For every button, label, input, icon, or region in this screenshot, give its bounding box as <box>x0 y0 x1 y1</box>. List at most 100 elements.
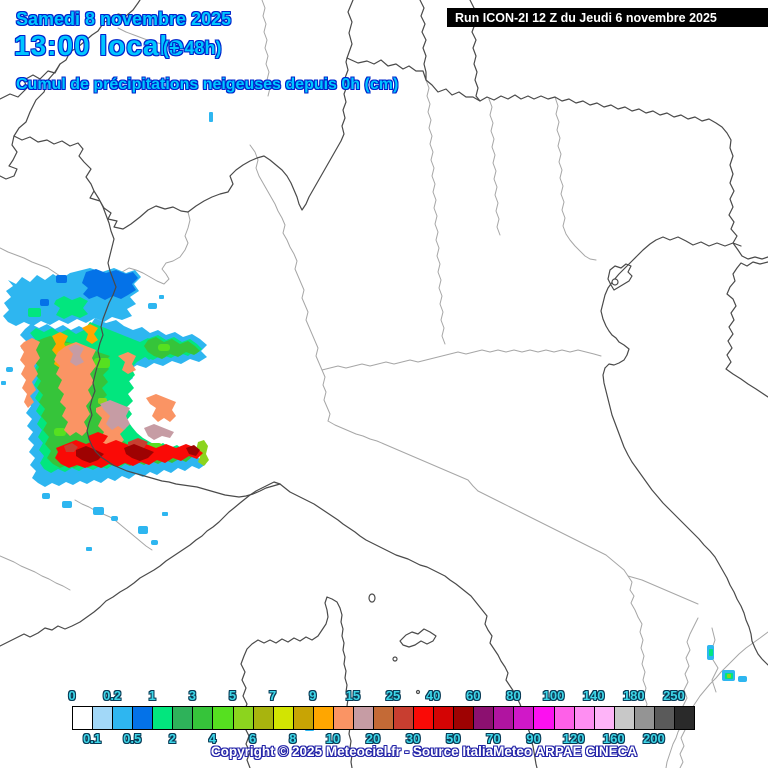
legend-label-bottom: 8 <box>289 731 297 746</box>
border-france-italy <box>86 190 281 498</box>
model-run-text: Run ICON-2I 12 Z du Jeudi 6 novembre 202… <box>455 10 717 25</box>
border-reschen <box>419 0 427 81</box>
region-border <box>665 631 768 768</box>
legend-cell <box>152 706 174 730</box>
legend-label-bottom: 120 <box>562 731 585 746</box>
region-border <box>109 211 191 291</box>
venice-lagoon-inner <box>607 263 633 291</box>
legend-label-top: 25 <box>385 688 401 703</box>
border-valais <box>13 135 189 230</box>
legend-cell <box>393 706 415 730</box>
legend-label-bottom: 6 <box>248 731 257 746</box>
legend-label-top: 0.2 <box>103 688 122 703</box>
region-border <box>477 490 639 618</box>
border-swiss-italy-east <box>187 57 349 213</box>
legend-cell <box>413 706 435 730</box>
legend-cell <box>352 706 374 730</box>
legend-label-bottom: 50 <box>445 731 461 746</box>
legend-label-bottom: 2 <box>168 731 176 746</box>
region-border <box>261 0 271 97</box>
legend-label-top: 80 <box>506 688 521 703</box>
islet-giglio <box>415 689 421 695</box>
parameter-title: Cumul de précipitations neigeuses depuis… <box>16 76 399 93</box>
region-border <box>554 96 597 261</box>
region-border <box>321 349 602 371</box>
legend-label-bottom: 30 <box>405 731 421 746</box>
legend-cell <box>112 706 134 730</box>
region-border <box>74 499 153 551</box>
legend-label-top: 140 <box>582 688 605 703</box>
border-france-switzerland <box>0 0 141 100</box>
legend-cell <box>72 706 94 730</box>
snow-layer-darkred <box>76 444 200 463</box>
legend-label-bottom: 160 <box>602 731 625 746</box>
legend-cell <box>252 706 274 730</box>
legend-cell <box>513 706 535 730</box>
coast-elba <box>399 628 437 648</box>
legend-cell <box>573 706 595 730</box>
coast-corsica <box>240 596 353 768</box>
legend-cell <box>372 706 394 730</box>
legend-label-top: 3 <box>188 688 196 703</box>
legend-label-top: 15 <box>345 688 361 703</box>
legend-label-bottom: 20 <box>365 731 381 746</box>
legend-cell <box>653 706 675 730</box>
legend-label-top: 40 <box>425 688 441 703</box>
region-border <box>0 555 71 591</box>
legend-cell <box>433 706 455 730</box>
legend-cell <box>92 706 114 730</box>
legend-label-top: 7 <box>269 688 277 703</box>
coast-istria <box>725 261 768 398</box>
snow-layer-rosy <box>68 344 174 440</box>
region-border <box>709 627 719 693</box>
snow-layer-blue <box>40 269 138 306</box>
border-austria-italy <box>346 57 768 260</box>
legend-label-bottom: 0.1 <box>83 731 102 746</box>
copyright-text: Copyright © 2025 Meteociel.fr - Source I… <box>210 744 638 759</box>
islet-pianosa <box>392 656 398 662</box>
legend-label-top: 5 <box>228 688 237 703</box>
legend-cell <box>533 706 555 730</box>
legend-label-bottom: 70 <box>486 731 501 746</box>
legend-cell <box>232 706 254 730</box>
legend-cell <box>493 706 515 730</box>
border-swiss-austria <box>346 0 354 59</box>
legend-cell <box>132 706 154 730</box>
region-border <box>627 575 699 605</box>
region-border <box>249 144 331 422</box>
legend-cell <box>553 706 575 730</box>
legend-cell <box>312 706 334 730</box>
legend-cell <box>212 706 234 730</box>
color-scale-legend <box>72 706 695 730</box>
legend-cell <box>473 706 495 730</box>
legend-label-bottom: 0.5 <box>123 731 142 746</box>
coast-trieste-venice <box>600 236 742 369</box>
legend-label-top: 9 <box>309 688 317 703</box>
legend-label-bottom: 200 <box>643 731 665 746</box>
model-run-banner: Run ICON-2I 12 Z du Jeudi 6 novembre 202… <box>447 8 768 27</box>
legend-label-top: 250 <box>663 688 685 703</box>
snow-precipitation-field <box>1 112 747 731</box>
forecast-hour-offset: (+ 48h) <box>163 38 222 58</box>
legend-label-top: 1 <box>148 688 156 703</box>
legend-cell <box>673 706 695 730</box>
region-border <box>327 420 479 492</box>
legend-label-top: 100 <box>542 688 565 703</box>
forecast-time: 13:00 locale <box>14 30 185 61</box>
region-border <box>117 27 191 51</box>
legend-cell <box>192 706 214 730</box>
legend-cell <box>453 706 475 730</box>
legend-label-top: 0 <box>68 688 76 703</box>
coast-french-riviera <box>0 481 281 647</box>
legend-cell <box>292 706 314 730</box>
coast-adriatic <box>602 367 768 666</box>
legend-label-bottom: 10 <box>325 731 341 746</box>
legend-label-bottom: 4 <box>208 731 217 746</box>
legend-cell <box>633 706 655 730</box>
legend-cell <box>613 706 635 730</box>
region-border <box>679 617 699 768</box>
legend-cell <box>272 706 294 730</box>
